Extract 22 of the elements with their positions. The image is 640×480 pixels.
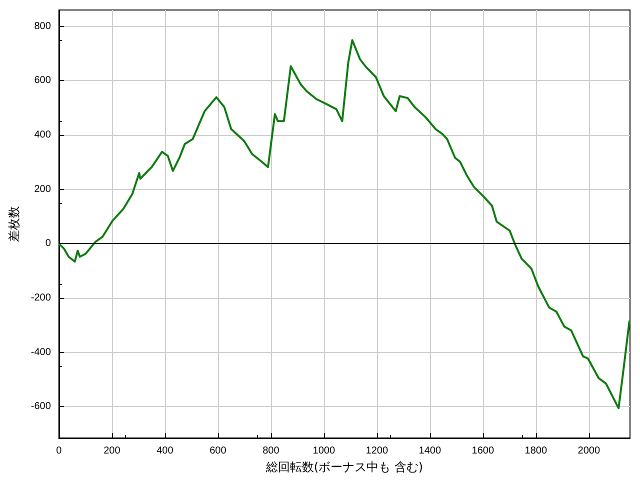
y-tick-label: 400 (34, 130, 52, 141)
x-tick-label: 600 (210, 446, 227, 456)
x-tick-label: 1200 (366, 446, 388, 456)
y-tick-label: 200 (34, 184, 52, 195)
x-tick-label: 0 (56, 446, 62, 456)
y-tick-label: 800 (34, 20, 52, 32)
x-tick-label: 1600 (472, 446, 494, 456)
y-tick-label: -200 (30, 292, 52, 304)
y-tick-label: -600 (30, 401, 52, 412)
x-axis-title: 総回転数(ボーナス中も 含む) (264, 460, 424, 474)
x-tick-label: 1800 (524, 446, 548, 456)
x-tick-label: 400 (156, 446, 174, 456)
x-tick-label: 1400 (418, 446, 442, 456)
line-series (58, 39, 630, 410)
y-axis-title: 差枚数 (7, 206, 21, 242)
x-tick-label: 2000 (578, 446, 600, 456)
x-tick-label: 200 (104, 446, 121, 456)
y-tick-label: 0 (45, 238, 52, 250)
y-tick-label: -400 (30, 346, 52, 358)
x-tick-label: 800 (262, 446, 280, 456)
y-tick-label: 600 (34, 75, 52, 86)
x-tick-label: 1000 (312, 446, 336, 456)
